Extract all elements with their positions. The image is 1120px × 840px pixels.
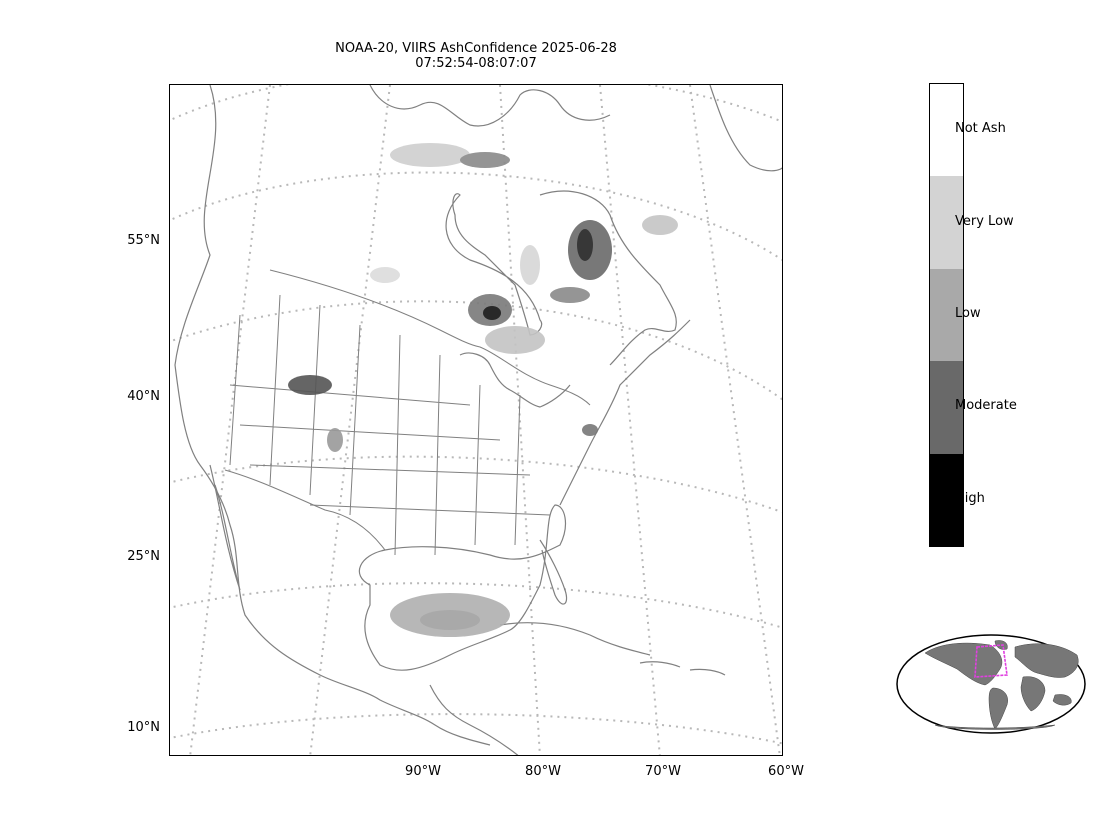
colorbar-segment-moderate	[930, 361, 963, 454]
coast-florida	[539, 539, 568, 605]
domain-box	[974, 644, 1008, 678]
colorbar-legend	[929, 83, 964, 547]
inset-world-map	[895, 633, 1087, 735]
map-subtitle-time-range: 07:52:54-08:07:07	[415, 56, 537, 71]
ash-patch	[577, 229, 593, 261]
land-africa	[1020, 676, 1046, 712]
great-lakes	[459, 352, 571, 408]
lat-label-40n: 40°N	[127, 389, 160, 404]
coast-central-america	[429, 684, 519, 755]
legend-label-low: Low	[955, 306, 981, 321]
land-australia	[1052, 694, 1072, 706]
coast-caribbean-islands	[639, 661, 726, 676]
lon-line-80w	[499, 85, 541, 755]
lon-label-70w: 70°W	[645, 764, 681, 779]
lon-line-60w	[689, 85, 781, 755]
colorbar-segment-not-ash	[930, 84, 963, 176]
coast-labrador	[539, 190, 677, 366]
ash-patch	[520, 245, 540, 285]
lat-line-25n	[170, 455, 782, 514]
lat-line-65n	[170, 85, 782, 123]
ash-patch	[582, 424, 598, 436]
ash-patch	[460, 152, 510, 168]
lon-label-90w: 90°W	[405, 764, 441, 779]
colorbar-segment-very-low	[930, 176, 963, 269]
legend-label-moderate: Moderate	[955, 398, 1017, 413]
lat-line-10n	[170, 713, 782, 745]
lon-label-60w: 60°W	[768, 764, 804, 779]
borders	[224, 269, 591, 556]
legend-label-not-ash: Not Ash	[955, 121, 1006, 136]
ash-confidence-field	[288, 143, 678, 637]
map-title: NOAA-20, VIIRS AshConfidence 2025-06-28	[335, 41, 617, 56]
lon-line-90w	[309, 85, 391, 755]
state-lines	[229, 294, 551, 556]
lat-line-55n	[170, 171, 782, 262]
ash-patch	[390, 143, 470, 167]
coast-gulf	[358, 504, 567, 671]
ash-patch	[370, 267, 400, 283]
coast-hudson-bay	[445, 193, 543, 336]
ash-patch	[483, 306, 501, 320]
coastlines	[174, 85, 782, 755]
land-north-america	[924, 642, 1003, 686]
lat-label-25n: 25°N	[127, 549, 160, 564]
lat-label-55n: 55°N	[127, 233, 160, 248]
coast-east	[559, 319, 691, 506]
legend-label-very-low: Very Low	[955, 214, 1014, 229]
coast-west	[174, 85, 491, 746]
map-panel[interactable]	[169, 84, 783, 756]
land-antarctica	[934, 724, 1056, 730]
border-us-canada	[269, 269, 591, 406]
ash-patch	[485, 326, 545, 354]
globe-land	[924, 640, 1079, 730]
lon-line-70w	[599, 85, 661, 755]
land-eurasia	[1014, 643, 1079, 678]
lat-label-10n: 10°N	[127, 720, 160, 735]
lon-line-100w	[189, 85, 271, 755]
border-us-mexico	[224, 469, 386, 551]
greenland	[709, 85, 782, 172]
lon-label-80w: 80°W	[525, 764, 561, 779]
ash-patch	[420, 610, 480, 630]
graticule	[170, 85, 782, 755]
coast-cuba	[499, 622, 651, 656]
colorbar-segment-high	[930, 454, 963, 546]
ash-patch	[550, 287, 590, 303]
ash-patch	[327, 428, 343, 452]
coast-baja	[209, 464, 241, 591]
ash-patch	[288, 375, 332, 395]
ash-patch	[642, 215, 678, 235]
lat-line-40n	[170, 300, 782, 401]
map-canvas	[170, 85, 782, 755]
colorbar-segment-low	[930, 269, 963, 361]
arctic-islands	[369, 85, 611, 127]
legend-label-high: High	[955, 491, 985, 506]
